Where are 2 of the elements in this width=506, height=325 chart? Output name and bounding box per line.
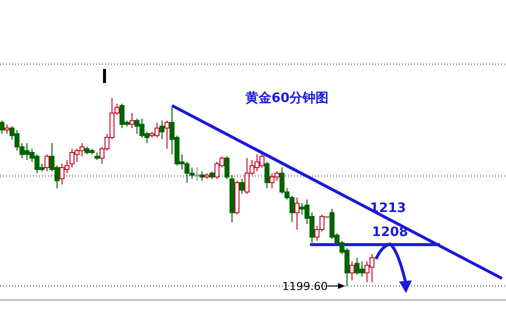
annotation: 1199.60 xyxy=(282,280,328,293)
chart-title: 黄金60分钟图 xyxy=(244,91,329,106)
